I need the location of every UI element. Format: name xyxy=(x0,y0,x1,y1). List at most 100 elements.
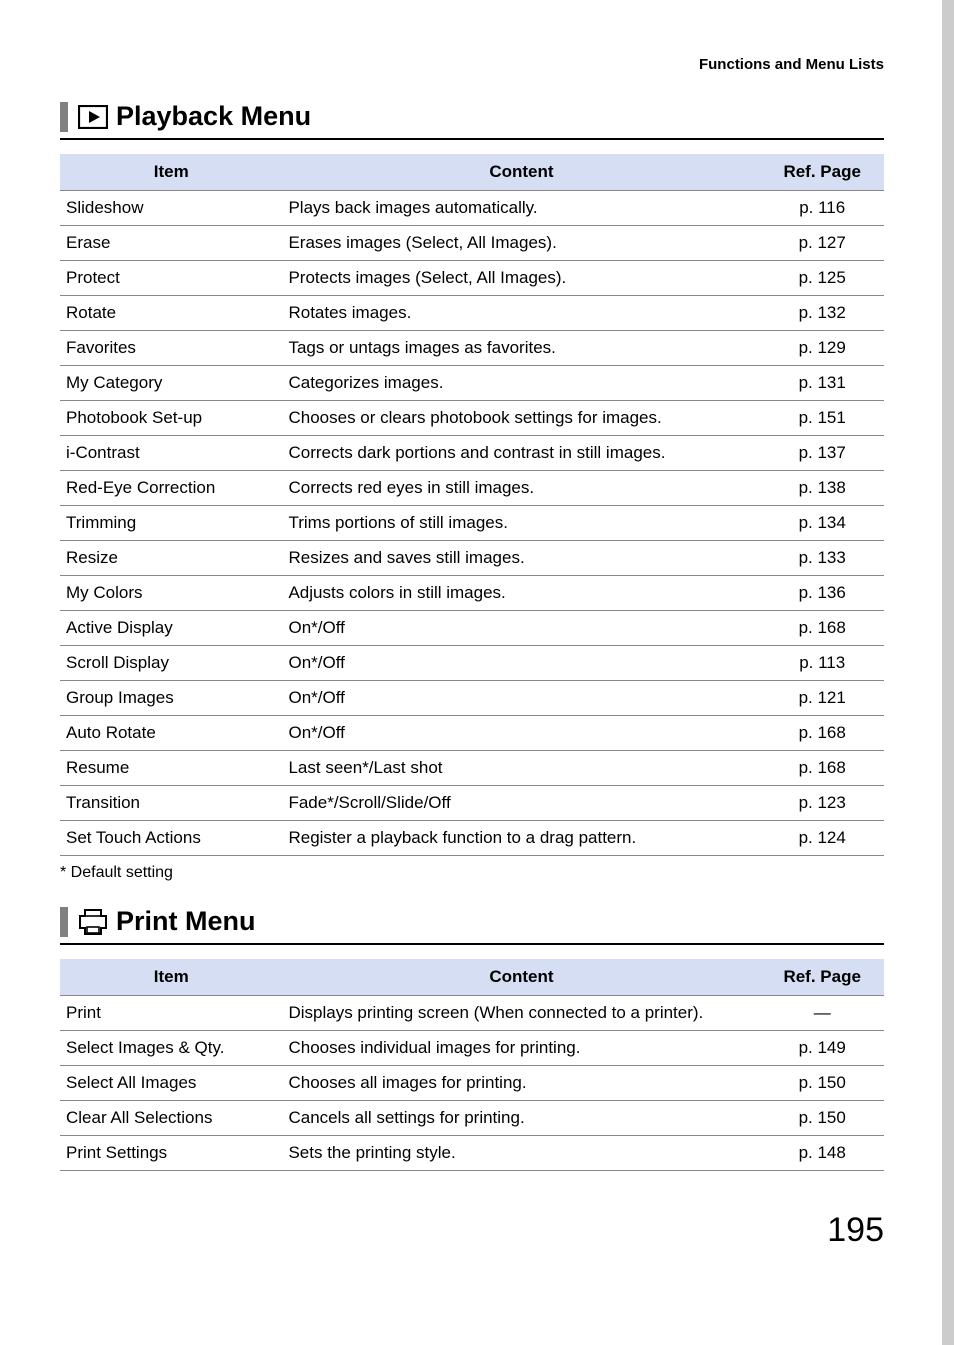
page-number: 195 xyxy=(60,1211,884,1250)
cell-ref-page: p. 133 xyxy=(760,541,884,576)
col-header-ref: Ref. Page xyxy=(760,154,884,191)
cell-ref-page: p. 151 xyxy=(760,401,884,436)
cell-content: On*/Off xyxy=(282,611,760,646)
cell-content: Resizes and saves still images. xyxy=(282,541,760,576)
cell-item: Red-Eye Correction xyxy=(60,471,282,506)
cell-content: Corrects red eyes in still images. xyxy=(282,471,760,506)
playback-menu-heading: Playback Menu xyxy=(60,101,884,140)
cell-item: Select Images & Qty. xyxy=(60,1031,282,1066)
cell-ref-page: p. 137 xyxy=(760,436,884,471)
table-row: EraseErases images (Select, All Images).… xyxy=(60,226,884,261)
cell-content: On*/Off xyxy=(282,646,760,681)
cell-content: Erases images (Select, All Images). xyxy=(282,226,760,261)
cell-item: Rotate xyxy=(60,296,282,331)
cell-ref-page: p. 132 xyxy=(760,296,884,331)
cell-ref-page: p. 116 xyxy=(760,191,884,226)
cell-item: Group Images xyxy=(60,681,282,716)
cell-item: Set Touch Actions xyxy=(60,821,282,856)
col-header-item: Item xyxy=(60,154,282,191)
cell-content: Rotates images. xyxy=(282,296,760,331)
cell-content: Adjusts colors in still images. xyxy=(282,576,760,611)
print-menu-title: Print Menu xyxy=(116,906,256,937)
table-row: ResumeLast seen*/Last shotp. 168 xyxy=(60,751,884,786)
cell-content: Protects images (Select, All Images). xyxy=(282,261,760,296)
table-row: Photobook Set-upChooses or clears photob… xyxy=(60,401,884,436)
cell-content: Displays printing screen (When connected… xyxy=(282,996,760,1031)
table-row: Group ImagesOn*/Offp. 121 xyxy=(60,681,884,716)
table-row: SlideshowPlays back images automatically… xyxy=(60,191,884,226)
cell-item: My Category xyxy=(60,366,282,401)
print-menu-heading: Print Menu xyxy=(60,906,884,945)
cell-ref-page: p. 148 xyxy=(760,1136,884,1171)
cell-content: Last seen*/Last shot xyxy=(282,751,760,786)
cell-content: Chooses individual images for printing. xyxy=(282,1031,760,1066)
heading-accent-bar xyxy=(60,102,68,132)
cell-ref-page: p. 124 xyxy=(760,821,884,856)
table-row: Select All ImagesChooses all images for … xyxy=(60,1066,884,1101)
table-row: RotateRotates images.p. 132 xyxy=(60,296,884,331)
cell-ref-page: p. 113 xyxy=(760,646,884,681)
cell-ref-page: p. 168 xyxy=(760,716,884,751)
section-title: Functions and Menu Lists xyxy=(60,56,884,73)
cell-item: Slideshow xyxy=(60,191,282,226)
heading-accent-bar xyxy=(60,907,68,937)
cell-ref-page: p. 150 xyxy=(760,1101,884,1136)
cell-item: i-Contrast xyxy=(60,436,282,471)
cell-ref-page: p. 127 xyxy=(760,226,884,261)
cell-item: Transition xyxy=(60,786,282,821)
cell-content: Cancels all settings for printing. xyxy=(282,1101,760,1136)
cell-item: Protect xyxy=(60,261,282,296)
table-row: Set Touch ActionsRegister a playback fun… xyxy=(60,821,884,856)
col-header-ref: Ref. Page xyxy=(760,959,884,996)
footnote-text: * Default setting xyxy=(60,864,884,882)
cell-content: On*/Off xyxy=(282,716,760,751)
table-row: Clear All SelectionsCancels all settings… xyxy=(60,1101,884,1136)
table-row: TrimmingTrims portions of still images.p… xyxy=(60,506,884,541)
table-row: My CategoryCategorizes images.p. 131 xyxy=(60,366,884,401)
col-header-content: Content xyxy=(282,959,760,996)
cell-item: Trimming xyxy=(60,506,282,541)
cell-item: Clear All Selections xyxy=(60,1101,282,1136)
cell-ref-page: — xyxy=(760,996,884,1031)
page-content: Functions and Menu Lists Playback Menu I… xyxy=(0,0,954,1290)
table-row: Auto RotateOn*/Offp. 168 xyxy=(60,716,884,751)
cell-content: Tags or untags images as favorites. xyxy=(282,331,760,366)
playback-icon xyxy=(78,105,108,129)
print-icon xyxy=(78,909,108,935)
cell-ref-page: p. 131 xyxy=(760,366,884,401)
table-row: FavoritesTags or untags images as favori… xyxy=(60,331,884,366)
cell-item: Print Settings xyxy=(60,1136,282,1171)
cell-ref-page: p. 168 xyxy=(760,611,884,646)
cell-content: Categorizes images. xyxy=(282,366,760,401)
cell-item: Scroll Display xyxy=(60,646,282,681)
cell-ref-page: p. 149 xyxy=(760,1031,884,1066)
cell-item: Active Display xyxy=(60,611,282,646)
table-row: i-ContrastCorrects dark portions and con… xyxy=(60,436,884,471)
cell-item: Resize xyxy=(60,541,282,576)
cell-content: Chooses all images for printing. xyxy=(282,1066,760,1101)
table-header-row: Item Content Ref. Page xyxy=(60,154,884,191)
cell-ref-page: p. 121 xyxy=(760,681,884,716)
playback-menu-title: Playback Menu xyxy=(116,101,311,132)
table-row: Active DisplayOn*/Offp. 168 xyxy=(60,611,884,646)
print-menu-table: Item Content Ref. Page PrintDisplays pri… xyxy=(60,959,884,1171)
cell-item: Select All Images xyxy=(60,1066,282,1101)
cell-ref-page: p. 125 xyxy=(760,261,884,296)
cell-ref-page: p. 129 xyxy=(760,331,884,366)
cell-ref-page: p. 138 xyxy=(760,471,884,506)
table-header-row: Item Content Ref. Page xyxy=(60,959,884,996)
cell-item: Erase xyxy=(60,226,282,261)
cell-ref-page: p. 123 xyxy=(760,786,884,821)
cell-item: Print xyxy=(60,996,282,1031)
scroll-indicator-bar xyxy=(942,0,954,1345)
cell-content: Trims portions of still images. xyxy=(282,506,760,541)
table-row: Scroll DisplayOn*/Offp. 113 xyxy=(60,646,884,681)
table-row: PrintDisplays printing screen (When conn… xyxy=(60,996,884,1031)
cell-ref-page: p. 168 xyxy=(760,751,884,786)
table-row: ProtectProtects images (Select, All Imag… xyxy=(60,261,884,296)
table-row: Select Images & Qty.Chooses individual i… xyxy=(60,1031,884,1066)
table-row: Print SettingsSets the printing style.p.… xyxy=(60,1136,884,1171)
cell-item: Resume xyxy=(60,751,282,786)
cell-content: Register a playback function to a drag p… xyxy=(282,821,760,856)
cell-item: Favorites xyxy=(60,331,282,366)
